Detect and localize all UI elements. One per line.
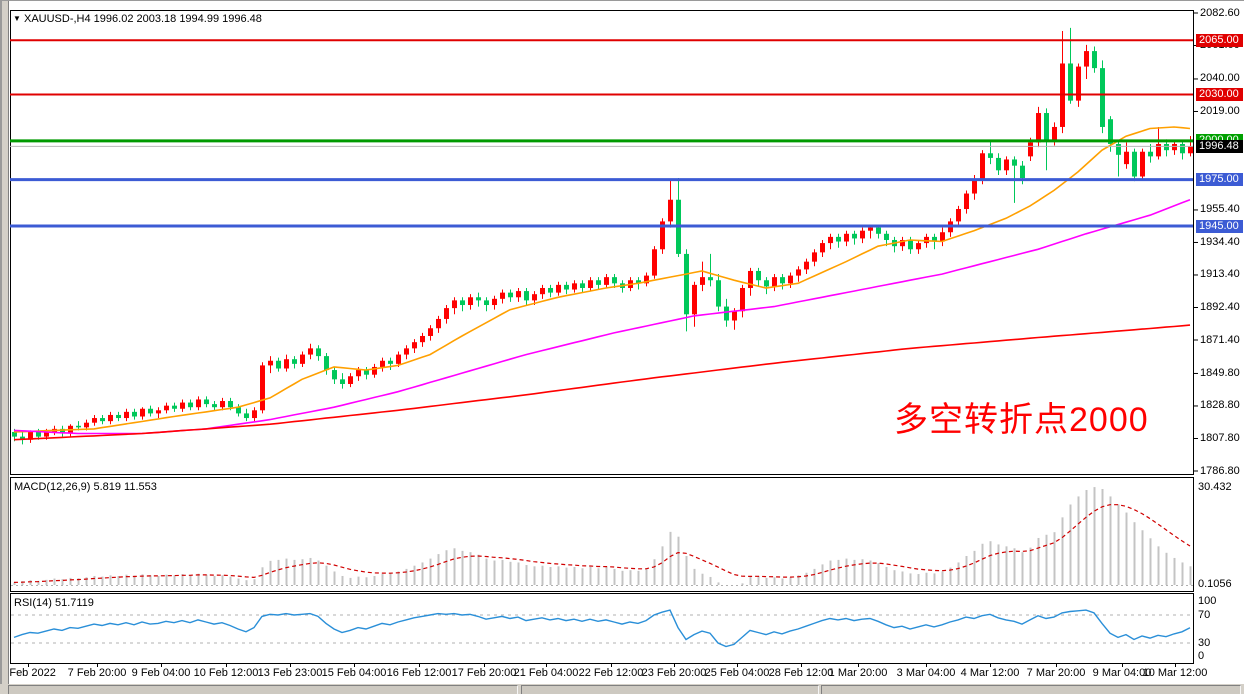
price-axis-label: 1828.80 xyxy=(1200,399,1240,412)
time-axis-label: 9 Feb 04:00 xyxy=(131,667,191,679)
price-axis-label: 1807.80 xyxy=(1200,431,1240,444)
window-top-border xyxy=(0,0,1244,1)
price-axis-label: 2082.60 xyxy=(1200,6,1240,19)
macd-indicator-label: MACD(12,26,9) 5.819 11.553 xyxy=(14,481,157,493)
collapse-triangle-icon[interactable]: ▼ xyxy=(13,14,21,23)
price-level-badge[interactable]: 2065.00 xyxy=(1196,33,1243,47)
time-axis-label: 21 Feb 04:00 xyxy=(513,667,579,679)
time-axis-label: 3 Mar 04:00 xyxy=(896,667,956,679)
time-axis-label: 7 Feb 20:00 xyxy=(67,667,127,679)
chart-annotation-text: 多空转折点2000 xyxy=(894,401,1149,439)
chart-title-ohlc: XAUUSD-,H4 1996.02 2003.18 1994.99 1996.… xyxy=(24,13,262,25)
time-axis-label: 7 Mar 20:00 xyxy=(1026,667,1086,679)
time-axis-label: 10 Mar 12:00 xyxy=(1142,667,1208,679)
time-axis-label: 28 Feb 12:00 xyxy=(768,667,834,679)
price-axis-label: 1892.40 xyxy=(1200,300,1240,313)
price-axis-label: 1913.40 xyxy=(1200,268,1240,281)
rsi-level-label: 0 xyxy=(1198,650,1205,662)
time-axis-label: 13 Feb 23:00 xyxy=(257,667,323,679)
status-bar-cell xyxy=(8,685,518,694)
macd-max-label: 30.432 xyxy=(1198,481,1232,493)
time-axis-label: 4 Feb 2022 xyxy=(0,667,56,679)
price-level-badge[interactable]: 1975.00 xyxy=(1196,173,1243,187)
price-axis-label: 1786.80 xyxy=(1200,464,1240,477)
price-axis-label: 2040.00 xyxy=(1200,72,1240,85)
status-bar xyxy=(0,684,1244,694)
time-axis-label: 1 Mar 20:00 xyxy=(828,667,888,679)
price-level-badge[interactable]: 1945.00 xyxy=(1196,219,1243,233)
macd-min-label: 0.1056 xyxy=(1198,578,1232,590)
time-axis-label: 17 Feb 20:00 xyxy=(451,667,517,679)
price-axis-label: 1849.80 xyxy=(1200,366,1240,379)
price-level-badge[interactable]: 2030.00 xyxy=(1196,87,1243,101)
rsi-level-label: 30 xyxy=(1198,637,1211,649)
price-axis-label: 1871.40 xyxy=(1200,333,1240,346)
time-axis-label: 15 Feb 04:00 xyxy=(321,667,387,679)
time-axis-label: 4 Mar 12:00 xyxy=(960,667,1020,679)
time-axis-label: 9 Mar 04:00 xyxy=(1092,667,1152,679)
status-bar-cell xyxy=(821,685,1241,694)
rsi-level-label: 70 xyxy=(1198,609,1211,621)
price-axis-label: 2019.00 xyxy=(1200,104,1240,117)
rsi-indicator-label: RSI(14) 51.7119 xyxy=(14,597,94,609)
time-axis-label: 23 Feb 20:00 xyxy=(641,667,707,679)
status-bar-cell xyxy=(521,685,819,694)
time-axis-label: 10 Feb 12:00 xyxy=(193,667,259,679)
price-axis-label: 1934.40 xyxy=(1200,235,1240,248)
rsi-level-label: 100 xyxy=(1198,595,1217,607)
price-level-badge[interactable]: 1996.48 xyxy=(1196,139,1243,153)
window-left-border xyxy=(0,0,9,694)
time-axis-label: 16 Feb 12:00 xyxy=(386,667,452,679)
time-axis-label: 25 Feb 04:00 xyxy=(704,667,770,679)
price-axis-label: 1955.40 xyxy=(1200,203,1240,216)
time-axis-label: 22 Feb 12:00 xyxy=(578,667,644,679)
